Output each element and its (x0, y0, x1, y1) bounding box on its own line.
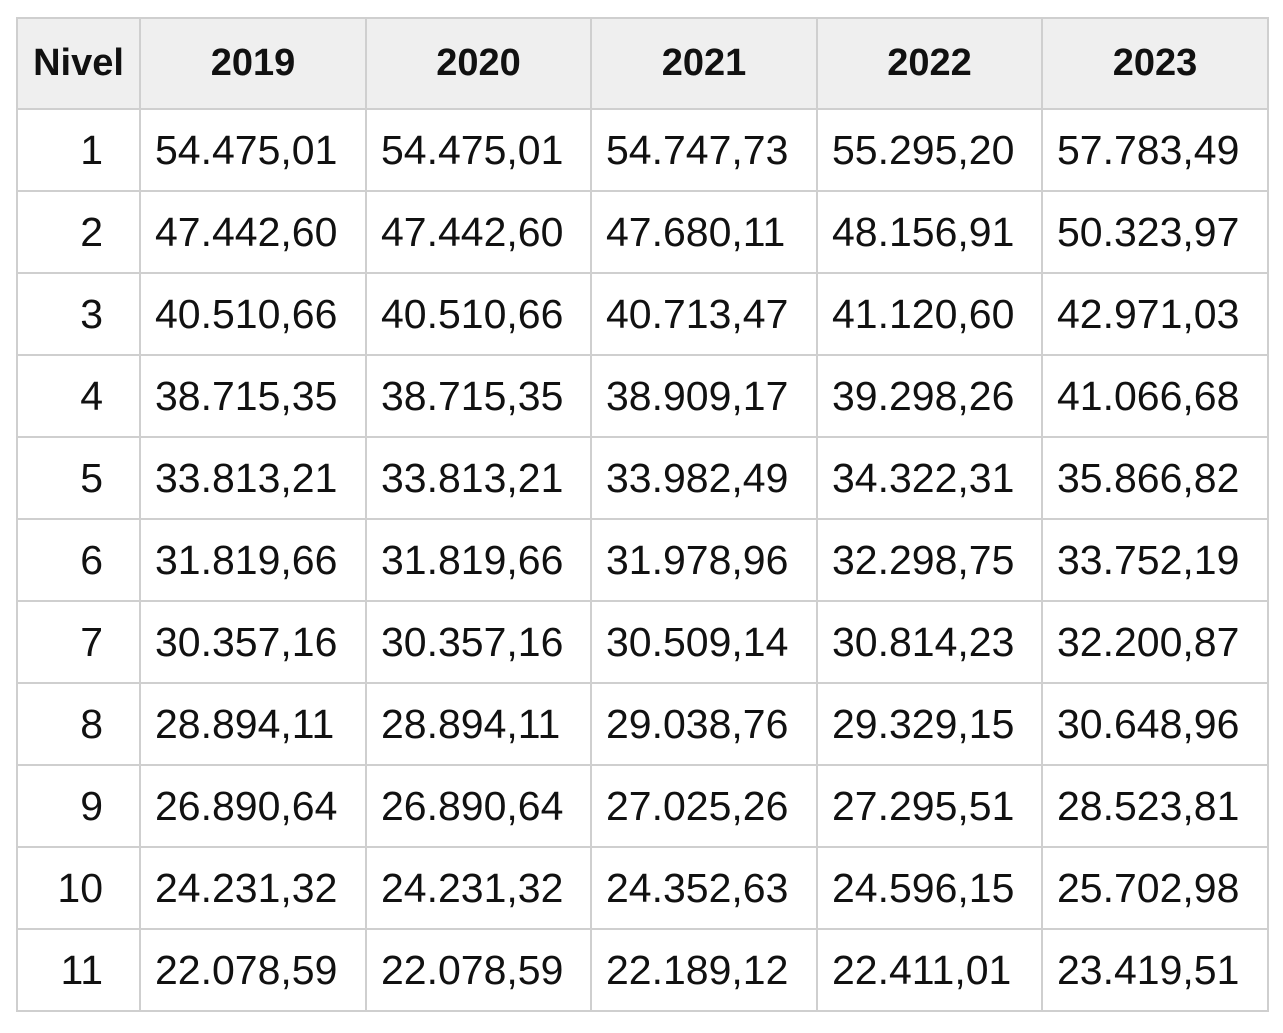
value-cell: 47.442,60 (139, 190, 367, 274)
value-cell: 33.813,21 (365, 436, 592, 520)
value-cell: 24.231,32 (139, 846, 367, 930)
level-cell: 8 (16, 682, 141, 766)
header-cell: 2023 (1041, 17, 1269, 110)
value-cell: 31.978,96 (590, 518, 818, 602)
value-cell: 30.357,16 (365, 600, 592, 684)
level-cell: 3 (16, 272, 141, 356)
value-cell: 27.295,51 (816, 764, 1043, 848)
value-cell: 22.078,59 (365, 928, 592, 1012)
value-cell: 47.680,11 (590, 190, 818, 274)
table-row: 11 22.078,59 22.078,59 22.189,12 22.411,01 23… (16, 928, 1269, 1012)
level-cell: 11 (16, 928, 141, 1012)
header-cell: 2020 (365, 17, 592, 110)
header-cell: 2022 (816, 17, 1043, 110)
value-cell: 30.648,96 (1041, 682, 1269, 766)
value-cell: 55.295,20 (816, 108, 1043, 192)
value-cell: 33.813,21 (139, 436, 367, 520)
value-cell: 57.783,49 (1041, 108, 1269, 192)
value-cell: 40.510,66 (139, 272, 367, 356)
level-cell: 5 (16, 436, 141, 520)
value-cell: 40.713,47 (590, 272, 818, 356)
header-cell: Nivel (16, 17, 141, 110)
value-cell: 48.156,91 (816, 190, 1043, 274)
table-row: 8 28.894,11 28.894,11 29.038,76 29.329,15 30.… (16, 682, 1269, 766)
value-cell: 54.747,73 (590, 108, 818, 192)
value-cell: 23.419,51 (1041, 928, 1269, 1012)
value-cell: 54.475,01 (365, 108, 592, 192)
value-cell: 26.890,64 (365, 764, 592, 848)
value-cell: 28.894,11 (139, 682, 367, 766)
value-cell: 54.475,01 (139, 108, 367, 192)
value-cell: 33.752,19 (1041, 518, 1269, 602)
value-cell: 32.200,87 (1041, 600, 1269, 684)
level-cell: 9 (16, 764, 141, 848)
value-cell: 31.819,66 (139, 518, 367, 602)
value-cell: 32.298,75 (816, 518, 1043, 602)
header-cell: 2019 (139, 17, 367, 110)
table-row: 7 30.357,16 30.357,16 30.509,14 30.814,23 32.… (16, 600, 1269, 684)
value-cell: 40.510,66 (365, 272, 592, 356)
level-cell: 2 (16, 190, 141, 274)
value-cell: 34.322,31 (816, 436, 1043, 520)
value-cell: 30.357,16 (139, 600, 367, 684)
value-cell: 30.509,14 (590, 600, 818, 684)
level-cell: 10 (16, 846, 141, 930)
value-cell: 24.231,32 (365, 846, 592, 930)
value-cell: 33.982,49 (590, 436, 818, 520)
level-cell: 6 (16, 518, 141, 602)
value-cell: 47.442,60 (365, 190, 592, 274)
level-cell: 4 (16, 354, 141, 438)
value-cell: 27.025,26 (590, 764, 818, 848)
table-row: 1 54.475,01 54.475,01 54.747,73 55.295,20 57.… (16, 108, 1269, 192)
table-body: 1 54.475,01 54.475,01 54.747,73 55.295,20 57.… (16, 108, 1269, 1012)
value-cell: 38.715,35 (139, 354, 367, 438)
level-cell: 1 (16, 108, 141, 192)
value-cell: 22.411,01 (816, 928, 1043, 1012)
value-cell: 22.078,59 (139, 928, 367, 1012)
value-cell: 28.894,11 (365, 682, 592, 766)
value-cell: 42.971,03 (1041, 272, 1269, 356)
value-cell: 22.189,12 (590, 928, 818, 1012)
table-row: 2 47.442,60 47.442,60 47.680,11 48.156,91 50.… (16, 190, 1269, 274)
value-cell: 41.066,68 (1041, 354, 1269, 438)
table-row: 4 38.715,35 38.715,35 38.909,17 39.298,26 41.… (16, 354, 1269, 438)
value-cell: 30.814,23 (816, 600, 1043, 684)
table-row: 9 26.890,64 26.890,64 27.025,26 27.295,51 28.… (16, 764, 1269, 848)
table-row: 6 31.819,66 31.819,66 31.978,96 32.298,75 33.… (16, 518, 1269, 602)
value-cell: 39.298,26 (816, 354, 1043, 438)
value-cell: 41.120,60 (816, 272, 1043, 356)
value-cell: 28.523,81 (1041, 764, 1269, 848)
table-row: 3 40.510,66 40.510,66 40.713,47 41.120,60 42.… (16, 272, 1269, 356)
value-cell: 24.352,63 (590, 846, 818, 930)
value-cell: 38.909,17 (590, 354, 818, 438)
header-cell: 2021 (590, 17, 818, 110)
salary-table: Nivel 2019 2020 2021 2022 2023 1 54.475,01 54.4… (16, 17, 1269, 1012)
value-cell: 25.702,98 (1041, 846, 1269, 930)
value-cell: 29.329,15 (816, 682, 1043, 766)
value-cell: 38.715,35 (365, 354, 592, 438)
value-cell: 26.890,64 (139, 764, 367, 848)
table-row: 10 24.231,32 24.231,32 24.352,63 24.596,15 25… (16, 846, 1269, 930)
value-cell: 29.038,76 (590, 682, 818, 766)
header-row: Nivel 2019 2020 2021 2022 2023 (16, 17, 1269, 110)
value-cell: 35.866,82 (1041, 436, 1269, 520)
level-cell: 7 (16, 600, 141, 684)
value-cell: 24.596,15 (816, 846, 1043, 930)
table-row: 5 33.813,21 33.813,21 33.982,49 34.322,31 35.… (16, 436, 1269, 520)
value-cell: 31.819,66 (365, 518, 592, 602)
value-cell: 50.323,97 (1041, 190, 1269, 274)
